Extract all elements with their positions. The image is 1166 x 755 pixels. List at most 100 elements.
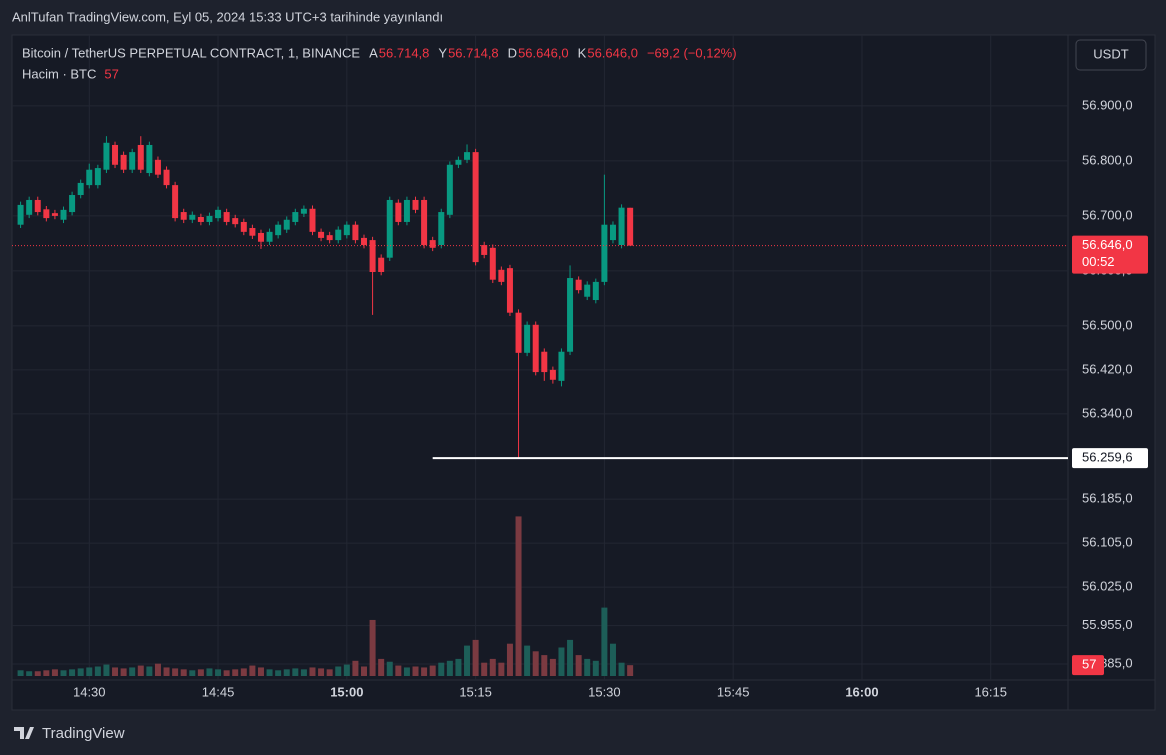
candle-body [137,144,144,170]
volume-bar [223,670,230,676]
x-tick-label: 14:30 [73,684,106,699]
candle-body [189,214,196,220]
volume-bar [112,667,119,676]
volume-bar [146,666,153,676]
volume-bar [197,669,204,676]
candle-body [506,268,513,313]
x-tick-label: 14:45 [202,684,235,699]
x-tick-label: 15:45 [717,684,750,699]
candle-body [163,169,170,186]
volume-label-box [1072,655,1104,676]
candle-body [489,247,496,280]
candle-body [335,229,342,241]
overlays [12,245,1068,460]
candle-body [146,144,153,174]
candle-body [103,142,110,170]
legend-low: 56.646,0 [518,45,569,60]
volume-bar [421,667,428,676]
candle-body [395,202,402,222]
volume-bar [257,667,264,676]
volume-bar [369,619,376,676]
y-tick-label: 56.420,0 [1082,361,1133,376]
header-title: AnlTufan TradingView.com, Eyl 05, 2024 1… [12,9,443,24]
candle-body [421,199,428,246]
currency-button[interactable] [1075,39,1147,71]
candle-body [215,209,222,219]
candle-body [232,218,239,225]
candle-body [26,199,33,215]
candle-body [472,152,479,263]
candle-body [257,232,264,242]
candle-body [154,159,161,175]
volume-bar [515,516,522,676]
candle-body [206,215,213,222]
candle-body [609,224,616,241]
volume-bar [584,658,591,676]
volume-bar [69,669,76,676]
y-tick-label: 56.700,0 [1082,207,1133,222]
volume-bar [438,662,445,676]
volume-bar [541,655,548,676]
volume-bar [446,660,453,676]
candle-body [361,237,367,246]
candle-body [172,185,179,219]
volume-bar [275,670,282,676]
volume-bar [180,669,187,676]
volume-bar [309,667,316,676]
candle-body [627,207,634,246]
volume-bar [592,660,599,676]
candle-body [180,212,187,220]
y-tick-label: 56.025,0 [1082,579,1133,594]
volume-bar [103,664,110,676]
volume-bar [601,607,608,676]
candles [17,136,634,459]
volume-bar [292,668,299,676]
candle-body [300,208,307,214]
legend-open-key: A [369,45,378,60]
volume-bar [627,665,634,676]
candle-body [343,224,350,236]
volume-bar [489,658,496,676]
candle-body [558,351,565,381]
volume-bar [17,670,24,676]
candle-body [240,221,247,232]
volume-bar [464,645,471,676]
volume-bar [240,668,247,676]
grid [12,35,1068,680]
x-tick-label: 15:15 [459,684,492,699]
volume-bar [232,669,239,676]
countdown-label: 00:52 [1082,254,1115,269]
currency-label[interactable]: USDT [1093,46,1128,61]
volume-bar [206,668,213,676]
volume-bar [378,658,385,676]
candle-body [326,235,333,241]
candle-body [378,257,385,272]
candle-body [524,324,531,353]
y-tick-label: 56.800,0 [1082,152,1133,167]
candle-body [532,324,539,373]
volume [17,516,634,676]
volume-bar [575,655,582,676]
candle-body [197,217,204,222]
volume-bar [26,671,33,676]
volume-bar [361,666,367,676]
candle-body [541,351,548,373]
volume-bar [472,639,479,676]
volume-bar [567,639,574,676]
candle-body [386,199,393,258]
candle-body [601,224,608,282]
candle-body [429,240,436,248]
x-tick-label: 15:00 [330,684,363,699]
candle-body [464,152,471,160]
candle-body [481,245,488,255]
candle-body [438,212,445,246]
candle-body [455,159,462,165]
last-price-label: 56.646,0 [1082,237,1133,252]
volume-bar [395,665,402,676]
volume-bar [481,662,488,676]
volume-bar [60,670,67,676]
legend-symbol: Bitcoin / TetherUS PERPETUAL CONTRACT, 1… [22,45,360,60]
volume-bar [94,666,101,676]
